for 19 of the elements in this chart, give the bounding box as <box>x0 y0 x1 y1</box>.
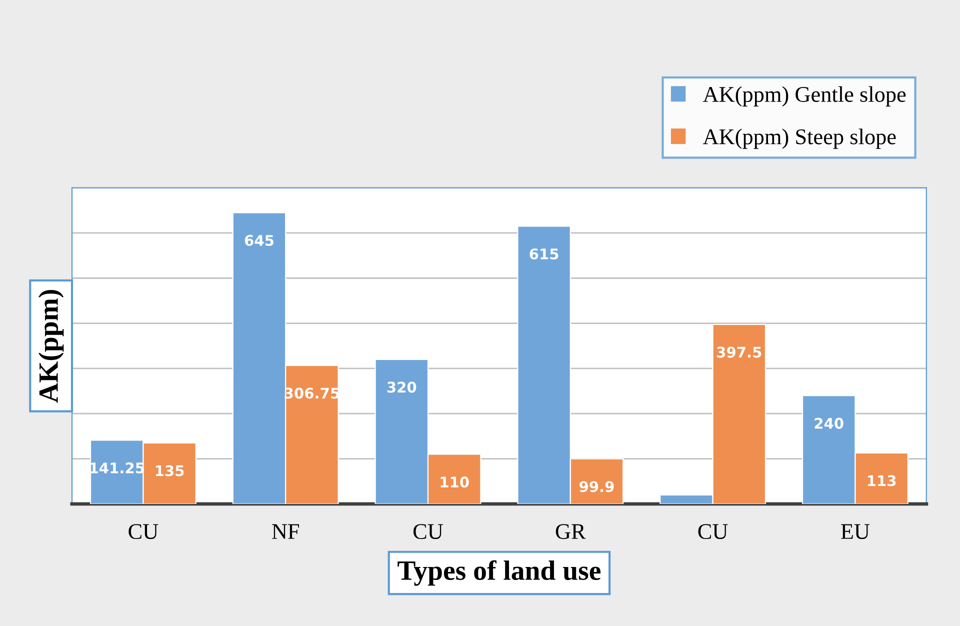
data-label: 135 <box>156 465 184 476</box>
x-axis-title: Types of land use <box>398 560 600 586</box>
data-label: 113 <box>868 475 896 486</box>
data-label: 615 <box>530 248 558 260</box>
data-label: 397.5 <box>717 346 762 358</box>
data-label: 110 <box>440 476 469 488</box>
legend-label: AK(ppm) Gentle slope <box>702 86 906 106</box>
x-tick-label: GR <box>556 524 586 540</box>
x-tick-label: CU <box>413 524 443 540</box>
data-label: 99.9 <box>580 481 614 492</box>
x-tick-label: CU <box>128 524 158 540</box>
data-label: 645 <box>244 234 274 246</box>
data-label: 240 <box>814 418 844 429</box>
data-label: 320 <box>387 382 416 393</box>
x-tick-label: NF <box>272 524 299 539</box>
y-axis-title: AK(ppm) <box>38 290 64 403</box>
x-tick-label: EU <box>841 524 870 540</box>
x-tick-label: CU <box>698 524 728 540</box>
legend-label: AK(ppm) Steep slope <box>702 128 896 149</box>
